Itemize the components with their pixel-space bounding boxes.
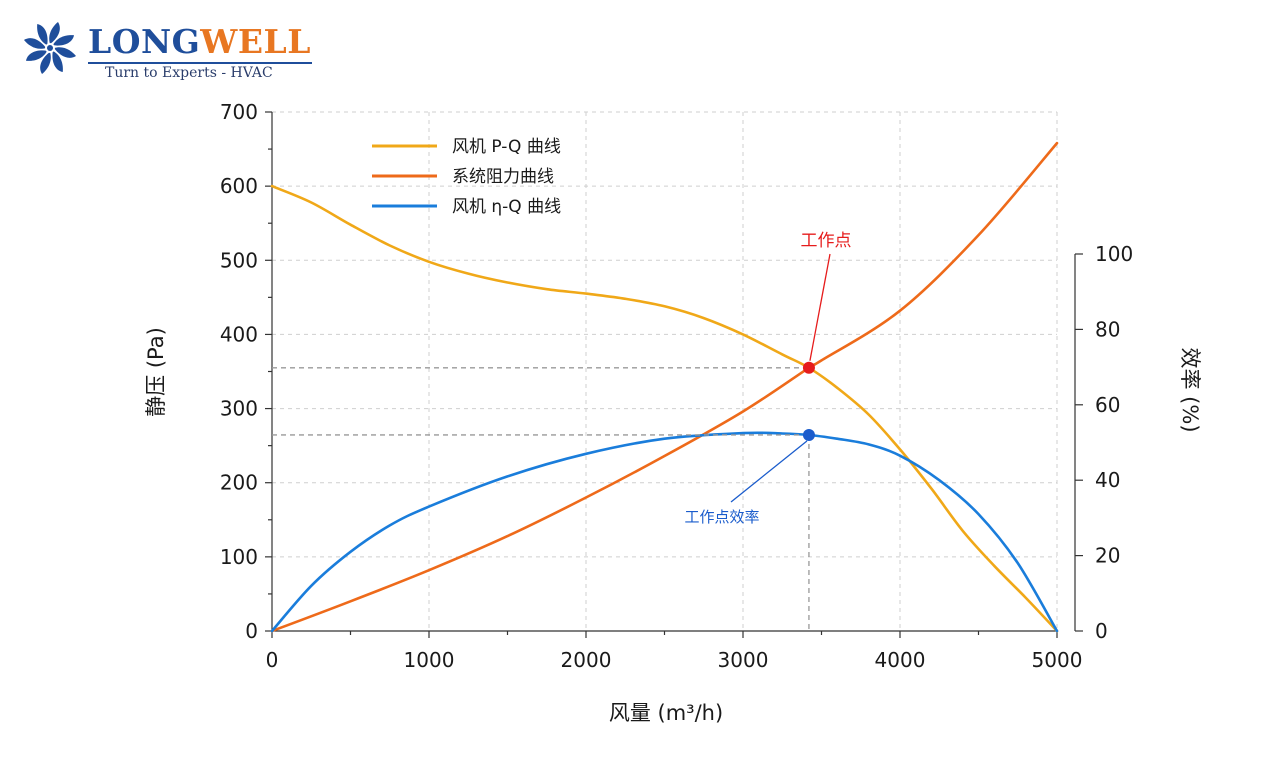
brand-name-part2: WELL: [200, 22, 311, 61]
x-tick-label: 5000: [1032, 648, 1083, 672]
fan-blade: [49, 22, 60, 44]
fan-blade: [24, 38, 46, 49]
legend-label-system-resistance-curve: 系统阻力曲线: [452, 167, 554, 187]
series-layer: [270, 141, 1059, 633]
series-line-system-resistance-curve: [270, 141, 1059, 633]
y-tick-label: 200: [220, 471, 258, 495]
logo: LONGWELL Turn to Experts - HVAC: [20, 18, 320, 88]
brand-tagline: Turn to Experts - HVAC: [105, 65, 273, 81]
fan-icon: [24, 22, 76, 74]
fan-blade: [37, 23, 48, 46]
series-line-efficiency-curve: [270, 431, 1059, 633]
y2-tick-label: 20: [1095, 544, 1120, 568]
x-tick-label: 4000: [875, 648, 926, 672]
y-axis-title: 静压 (Pa): [144, 327, 168, 417]
brand-name: LONGWELL: [88, 20, 311, 64]
fan-blade: [54, 47, 76, 58]
y2-tick-label: 100: [1095, 242, 1133, 266]
fan-blade: [52, 50, 63, 73]
y-tick-label: 600: [220, 174, 258, 198]
y-tick-label: 700: [220, 100, 258, 124]
x-axis-title: 风量 (m³/h): [609, 701, 723, 725]
y2-tick-label: 0: [1095, 619, 1108, 643]
operating-point-label: 工作点: [801, 231, 852, 251]
y-tick-label: 400: [220, 322, 258, 346]
y2-axis-title: 效率 (%): [1178, 347, 1202, 432]
legend-label-efficiency-curve: 风机 η-Q 曲线: [452, 197, 561, 217]
axes: 0 1000 2000 3000 4000 50000100200300400500600…: [220, 100, 1133, 672]
y2-tick-label: 80: [1095, 317, 1120, 341]
brand-name-part1: LONG: [88, 22, 201, 61]
legend-label-pq-curve: 风机 P-Q 曲线: [452, 137, 561, 157]
y-tick-label: 0: [245, 619, 258, 643]
x-tick-label: 2000: [561, 648, 612, 672]
y-tick-label: 100: [220, 545, 258, 569]
operating-efficiency-leader: [730, 440, 808, 503]
x-tick-label: 1000: [404, 648, 455, 672]
y2-tick-label: 60: [1095, 393, 1120, 417]
fan-blade: [40, 52, 51, 74]
y-tick-label: 300: [220, 397, 258, 421]
operating-point-marker: [802, 361, 815, 374]
x-tick-label: 3000: [718, 648, 769, 672]
y2-tick-label: 40: [1095, 468, 1120, 492]
y-tick-label: 500: [220, 248, 258, 272]
grid: [272, 111, 1058, 631]
x-tick-label: 0: [266, 648, 279, 672]
operating-point-leader: [809, 253, 831, 361]
operating-efficiency-label: 工作点效率: [684, 508, 759, 526]
fan-blade: [52, 35, 75, 46]
brand-underline: [88, 62, 312, 64]
operating-efficiency-marker: [802, 428, 815, 441]
series-line-pq-curve: [270, 184, 1059, 633]
fan-blade: [25, 50, 48, 61]
